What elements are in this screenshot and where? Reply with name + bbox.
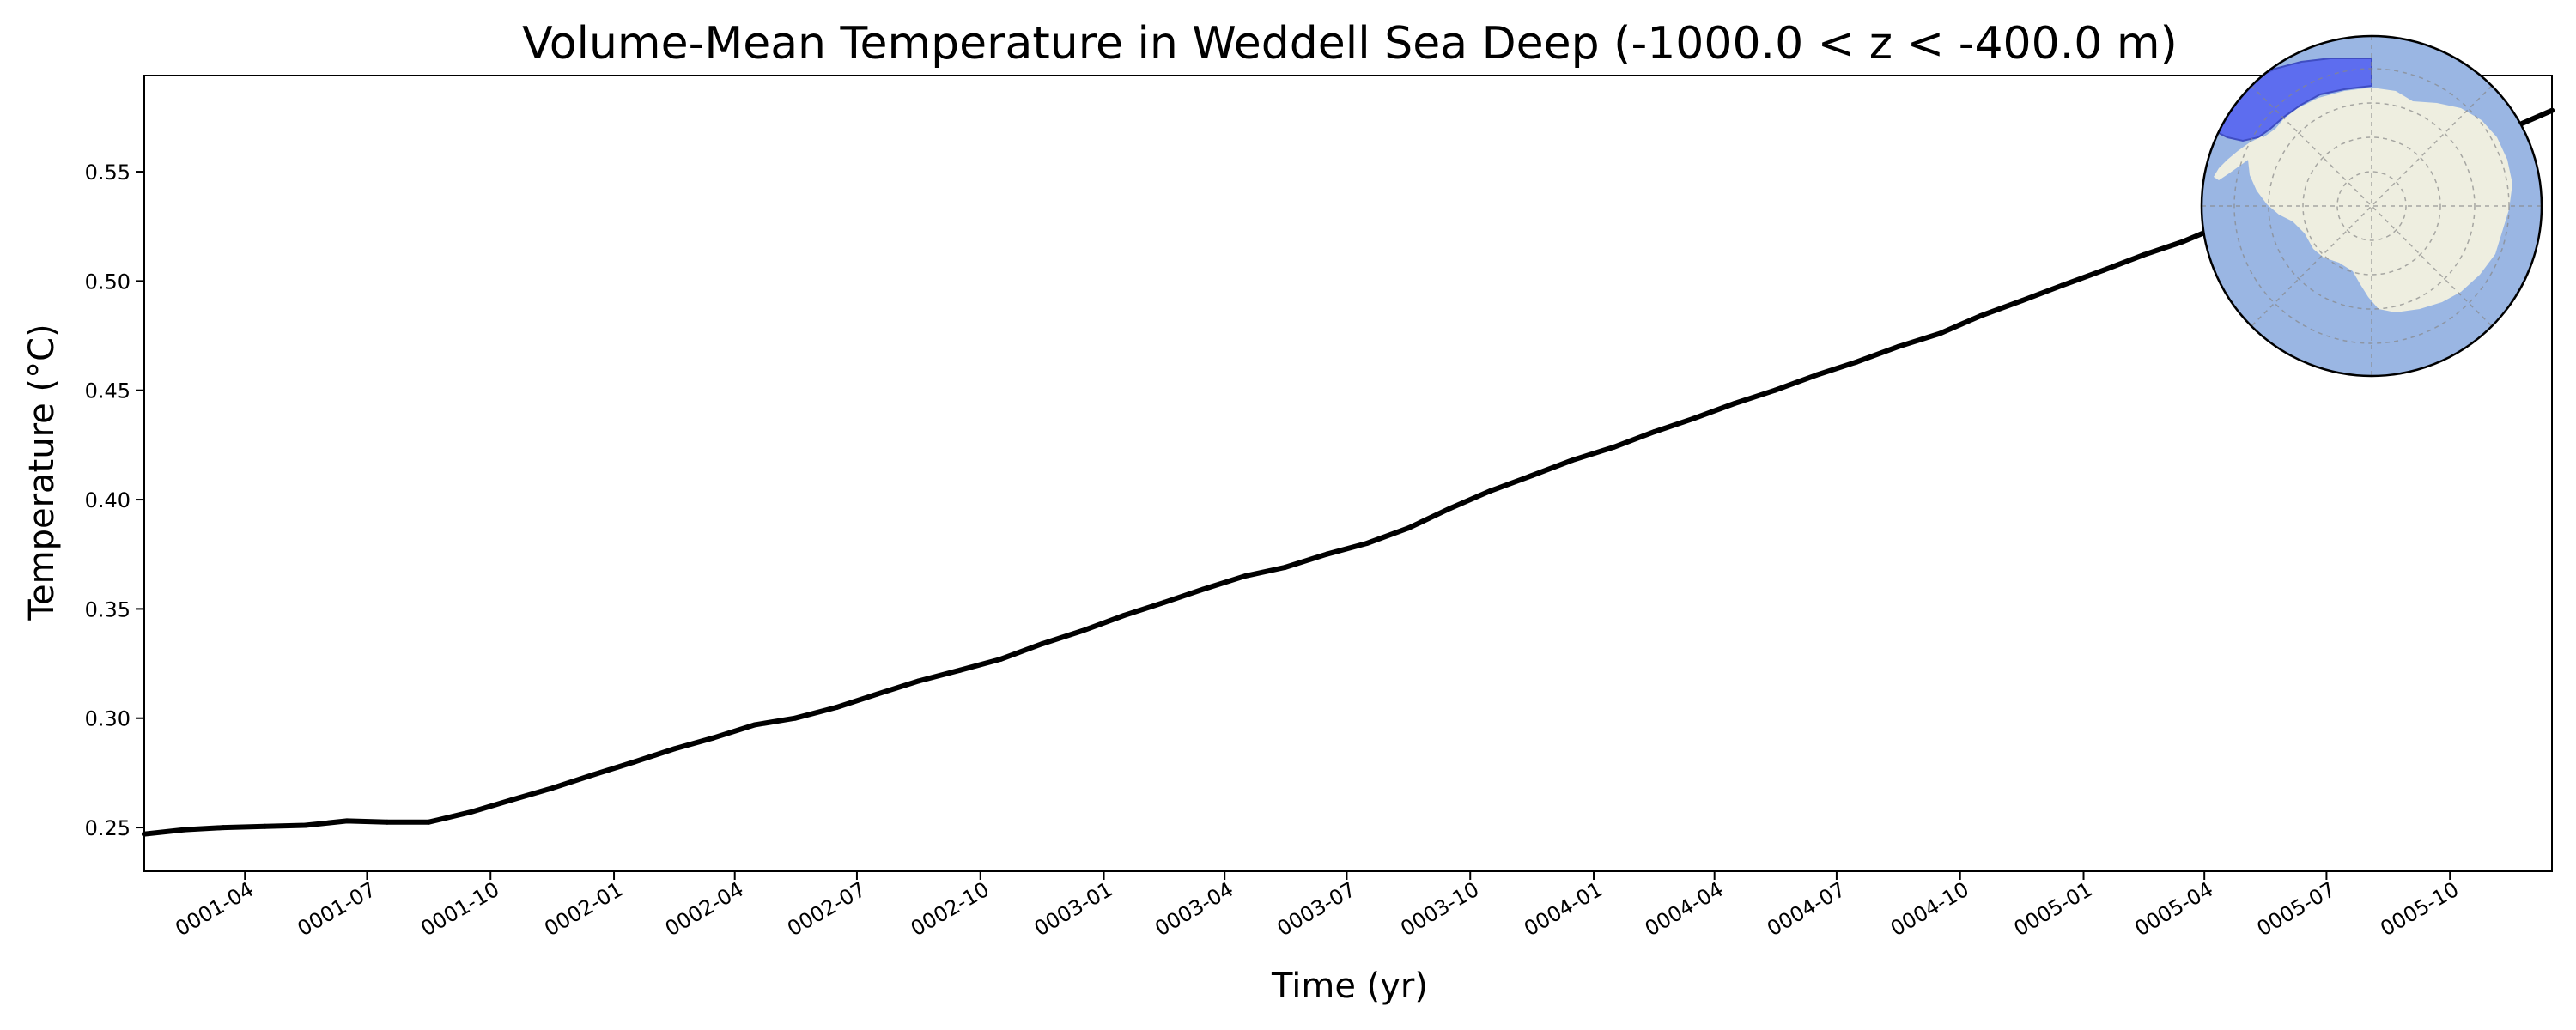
data-point	[1324, 551, 1329, 557]
data-point	[998, 657, 1004, 662]
data-point	[2141, 251, 2147, 258]
data-point	[2180, 239, 2186, 245]
data-point	[1079, 627, 1085, 633]
data-point	[1895, 343, 1901, 349]
data-points	[142, 107, 2555, 837]
y-tick-label: 0.40	[85, 488, 131, 512]
data-point	[710, 735, 716, 741]
data-point	[2019, 298, 2025, 304]
data-point	[142, 831, 147, 837]
data-point	[1364, 541, 1370, 546]
data-point	[2059, 282, 2065, 288]
data-point	[1690, 415, 1696, 421]
antarctica-landmass	[2248, 88, 2512, 312]
data-point	[1978, 313, 1984, 319]
y-axis-ticks: 0.25 0.30 0.35 0.40 0.45 0.50 0.55	[85, 161, 144, 840]
data-point	[262, 823, 268, 829]
y-axis-label: Temperature (°C)	[22, 324, 62, 621]
x-axis-label: Time (yr)	[1271, 966, 1428, 1006]
data-point	[915, 678, 921, 684]
data-point	[467, 809, 473, 815]
inset-antarctica-map	[2200, 34, 2543, 378]
map-border	[2200, 34, 2543, 378]
data-point	[1200, 586, 1206, 592]
weddell-sea-region	[2207, 58, 2372, 142]
data-point	[834, 705, 840, 710]
data-point	[550, 785, 556, 791]
data-point	[957, 667, 963, 673]
y-tick-label: 0.25	[85, 816, 131, 840]
plot-frame	[143, 75, 2553, 872]
data-point	[1406, 525, 1412, 531]
data-point	[1854, 359, 1860, 365]
data-point	[1937, 330, 1943, 336]
data-point	[1732, 401, 1738, 406]
y-tick-label: 0.35	[85, 597, 131, 621]
data-point	[631, 759, 637, 765]
data-point	[1529, 473, 1535, 478]
antarctic-peninsula	[2214, 136, 2263, 180]
data-point	[1447, 506, 1453, 512]
data-point	[1161, 599, 1167, 605]
data-point	[344, 818, 349, 824]
data-point	[752, 722, 758, 728]
data-point	[1282, 565, 1288, 570]
data-point	[1814, 372, 1820, 378]
data-point	[1772, 387, 1777, 393]
y-tick-label: 0.50	[85, 270, 131, 294]
data-point	[874, 691, 880, 697]
data-point	[2101, 267, 2106, 273]
data-point	[671, 746, 677, 752]
data-point	[1242, 573, 1248, 579]
data-point	[1651, 429, 1657, 435]
data-point	[590, 772, 595, 778]
data-point	[1121, 613, 1127, 618]
data-point	[181, 827, 187, 833]
data-point	[221, 825, 227, 831]
data-point	[1611, 444, 1617, 450]
data-point	[2549, 107, 2555, 113]
y-tick-label: 0.55	[85, 161, 131, 185]
temperature-series-line	[142, 107, 2555, 837]
data-point	[426, 819, 432, 825]
data-point	[793, 715, 798, 721]
y-tick-label: 0.30	[85, 707, 131, 731]
data-point	[1487, 488, 1493, 494]
data-point	[1570, 457, 1575, 464]
plot-area	[142, 75, 2555, 872]
data-point	[302, 822, 308, 828]
data-point	[1039, 641, 1045, 647]
data-point	[384, 819, 390, 825]
chart-title: Volume-Mean Temperature in Weddell Sea D…	[522, 18, 2178, 70]
data-point	[507, 797, 513, 803]
y-tick-label: 0.45	[85, 379, 131, 403]
map-graticule	[2202, 36, 2542, 376]
